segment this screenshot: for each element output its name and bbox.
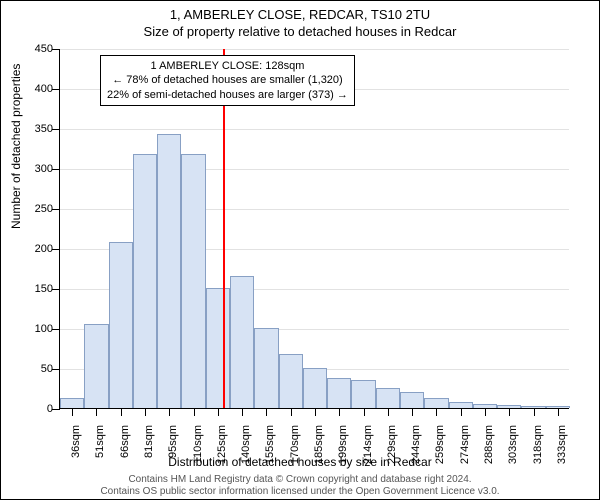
xtick [242,408,243,416]
ytick-label: 300 [35,163,53,175]
footer-line2: Contains OS public sector information li… [1,486,599,498]
xtick [291,408,292,416]
xtick [121,408,122,416]
histogram-bar [303,368,327,408]
footer-line1: Contains HM Land Registry data © Crown c… [1,474,599,486]
chart-title-line1: 1, AMBERLEY CLOSE, REDCAR, TS10 2TU [1,7,599,22]
xtick [412,408,413,416]
histogram-bar [206,288,230,408]
xtick [169,408,170,416]
x-axis-label: Distribution of detached houses by size … [1,455,599,469]
histogram-bar [133,154,157,408]
xtick [339,408,340,416]
gridline-h [60,129,569,130]
annotation-line2: ← 78% of detached houses are smaller (1,… [107,73,348,87]
ytick [52,329,60,330]
xtick [364,408,365,416]
histogram-bar [254,328,278,408]
histogram-bar [376,388,400,408]
histogram-bar [327,378,351,408]
annotation-line1: 1 AMBERLEY CLOSE: 128sqm [107,59,348,73]
histogram-bar [230,276,254,408]
xtick [266,408,267,416]
ytick [52,369,60,370]
xtick [315,408,316,416]
histogram-bar [279,354,303,408]
xtick [534,408,535,416]
histogram-bar [400,392,424,408]
histogram-bar [109,242,133,408]
xtick [194,408,195,416]
ytick [52,49,60,50]
ytick-label: 350 [35,123,53,135]
histogram-bar [60,398,84,408]
chart-container: 1, AMBERLEY CLOSE, REDCAR, TS10 2TU Size… [0,0,600,500]
ytick-label: 250 [35,203,53,215]
plot-area: 05010015020025030035040045036sqm51sqm66s… [59,49,569,409]
ytick [52,209,60,210]
chart-title-line2: Size of property relative to detached ho… [1,24,599,39]
ytick-label: 150 [35,283,53,295]
ytick-label: 50 [41,363,53,375]
histogram-bar [351,380,375,408]
histogram-bar [84,324,108,408]
xtick [388,408,389,416]
footer-attribution: Contains HM Land Registry data © Crown c… [1,474,599,498]
ytick-label: 450 [35,43,53,55]
ytick [52,409,60,410]
ytick-label: 400 [35,83,53,95]
xtick [436,408,437,416]
chart-region: 05010015020025030035040045036sqm51sqm66s… [59,49,569,409]
xtick [96,408,97,416]
ytick [52,89,60,90]
xtick [509,408,510,416]
annotation-line3: 22% of semi-detached houses are larger (… [107,88,348,102]
ytick-label: 0 [47,403,53,415]
histogram-bar [424,398,448,408]
ytick [52,169,60,170]
xtick [72,408,73,416]
xtick [461,408,462,416]
histogram-bar [157,134,181,408]
gridline-h [60,49,569,50]
ytick [52,289,60,290]
xtick [218,408,219,416]
y-axis-label: Number of detached properties [9,64,23,229]
annotation-box: 1 AMBERLEY CLOSE: 128sqm← 78% of detache… [100,55,355,106]
ytick-label: 100 [35,323,53,335]
histogram-bar [181,154,205,408]
xtick [558,408,559,416]
ytick [52,249,60,250]
xtick [145,408,146,416]
ytick [52,129,60,130]
ytick-label: 200 [35,243,53,255]
xtick [485,408,486,416]
